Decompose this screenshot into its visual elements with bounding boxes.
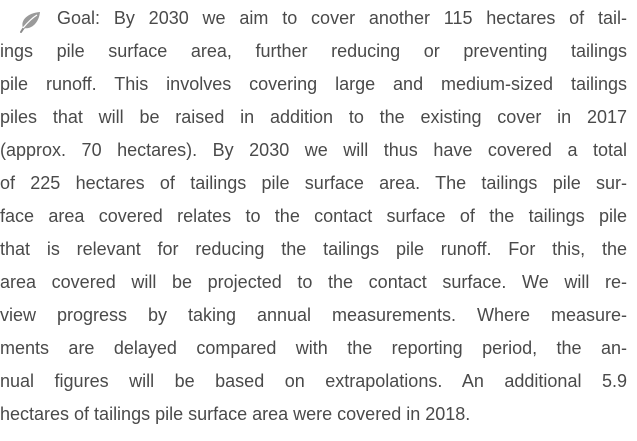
text-line: nual figures will be based on extrapolat…	[0, 371, 627, 391]
text-line: piles that will be raised in addition to…	[0, 107, 627, 127]
leaf-icon	[20, 12, 40, 33]
text-line: pile runoff. This involves covering larg…	[0, 74, 627, 94]
text-line: hectares of tailings pile surface area w…	[0, 404, 471, 424]
text-line: area covered will be projected to the co…	[0, 272, 627, 292]
text-line: that is relevant for reducing the tailin…	[0, 239, 627, 259]
text-line: face area covered relates to the contact…	[0, 206, 627, 226]
text-line: (approx. 70 hectares). By 2030 we will t…	[0, 140, 627, 160]
text-line: view progress by taking annual measureme…	[0, 305, 627, 325]
text-line: ments are delayed compared with the repo…	[0, 338, 627, 358]
paragraph: Goal: By 2030 we aim to cover another 11…	[0, 2, 627, 431]
text-line: Goal: By 2030 we aim to cover another 11…	[57, 8, 627, 28]
text-line: of 225 hectares of tailings pile surface…	[0, 173, 627, 193]
text-line: ings pile surface area, further reducing…	[0, 41, 627, 61]
